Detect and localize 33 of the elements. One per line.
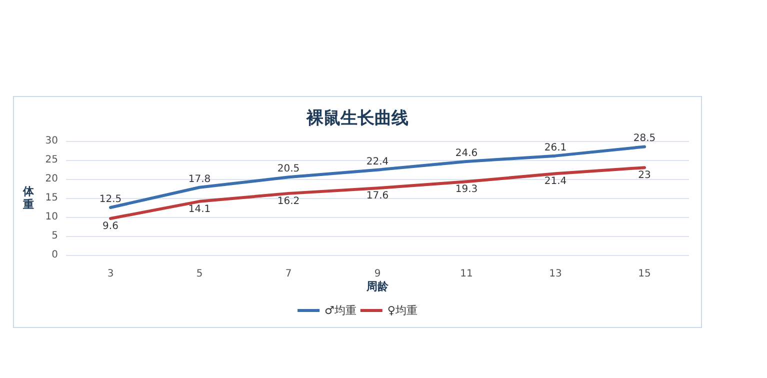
x-tick-label: 3 xyxy=(107,268,114,280)
legend-label: ♂均重 xyxy=(324,304,356,317)
y-tick-label: 20 xyxy=(45,174,58,184)
data-label: 17.6 xyxy=(366,190,389,202)
data-label: 12.5 xyxy=(99,194,122,205)
data-label: 28.5 xyxy=(633,133,656,144)
data-label: 20.5 xyxy=(277,164,300,175)
data-label: 23 xyxy=(638,170,651,182)
x-tick-label: 9 xyxy=(374,268,381,280)
y-tick-label: 5 xyxy=(52,230,58,242)
data-label: 14.1 xyxy=(188,204,211,215)
x-tick-label: 11 xyxy=(460,268,473,280)
x-axis-title: 周龄 xyxy=(366,280,390,293)
x-tick-label: 13 xyxy=(549,268,562,280)
data-label: 19.3 xyxy=(455,184,478,196)
data-label: 9.6 xyxy=(102,221,118,232)
data-label: 17.8 xyxy=(188,174,211,185)
y-tick-label: 25 xyxy=(45,154,58,166)
x-tick-label: 5 xyxy=(196,268,203,280)
y-tick-label: 10 xyxy=(45,212,58,222)
y-axis-title: 体重 xyxy=(22,185,35,211)
x-tick-label: 7 xyxy=(285,268,292,280)
data-label: 24.6 xyxy=(455,148,478,160)
y-tick-label: 15 xyxy=(45,192,58,204)
data-label: 26.1 xyxy=(544,142,567,154)
legend-label: ♀均重 xyxy=(387,304,418,317)
data-label: 21.4 xyxy=(544,176,567,188)
data-label: 22.4 xyxy=(366,156,389,168)
chart-title: 裸鼠生长曲线 xyxy=(306,108,408,128)
x-tick-label: 15 xyxy=(638,268,651,280)
data-label: 16.2 xyxy=(277,196,300,207)
y-tick-label: 30 xyxy=(45,136,58,146)
y-tick-label: 0 xyxy=(52,250,58,260)
